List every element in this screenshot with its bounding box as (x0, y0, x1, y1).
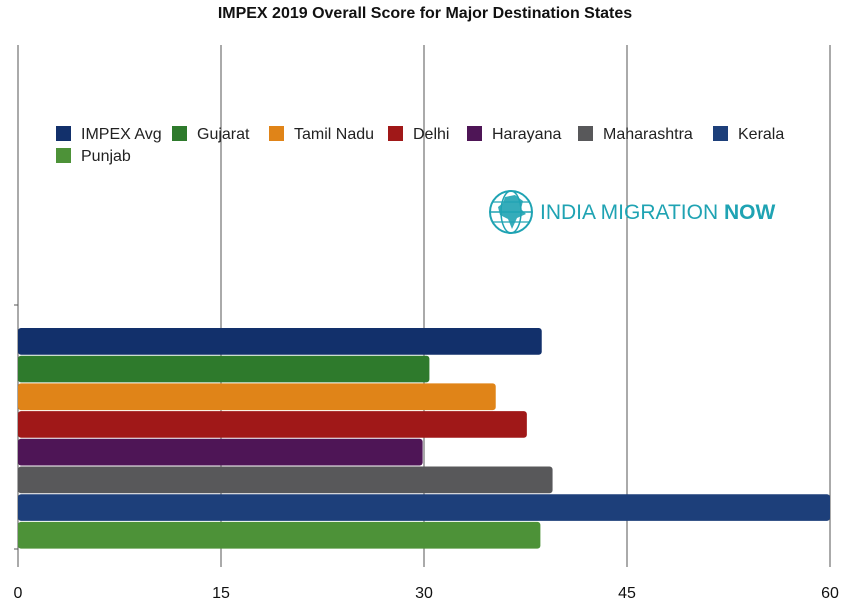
legend-label-tamil-nadu: Tamil Nadu (294, 126, 374, 143)
legend-swatch-tamil-nadu (269, 126, 284, 141)
watermark: INDIA MIGRATION NOW (489, 190, 775, 234)
bar-tamil-nadu (18, 383, 496, 411)
bar-punjab (18, 521, 541, 549)
legend-swatch-maharashtra (578, 126, 593, 141)
india-globe-icon (489, 190, 533, 234)
x-axis: 0 15 30 45 60 (14, 585, 839, 602)
bar-maharashtra (18, 466, 553, 494)
legend-swatch-gujarat (172, 126, 187, 141)
svg-text:INDIA MIGRATION NOW: INDIA MIGRATION NOW (540, 201, 775, 224)
legend-swatch-kerala (713, 126, 728, 141)
legend-label-harayana: Harayana (492, 126, 561, 143)
bar-kerala (18, 494, 830, 521)
legend: IMPEX Avg Gujarat Tamil Nadu Delhi Harayana M… (56, 126, 784, 165)
watermark-text: INDIA MIGRATION (540, 201, 724, 224)
x-tick-label: 45 (618, 585, 636, 602)
legend-swatch-delhi (388, 126, 403, 141)
x-tick-label: 0 (14, 585, 23, 602)
x-tick-label: 15 (212, 585, 230, 602)
bar-delhi (18, 411, 527, 438)
legend-label-delhi: Delhi (413, 126, 449, 143)
legend-swatch-harayana (467, 126, 482, 141)
x-tick-label: 30 (415, 585, 433, 602)
legend-label-gujarat: Gujarat (197, 126, 250, 143)
legend-swatch-impex-avg (56, 126, 71, 141)
watermark-accent: NOW (724, 201, 776, 224)
chart-title: IMPEX 2019 Overall Score for Major Desti… (218, 5, 632, 22)
legend-label-maharashtra: Maharashtra (603, 126, 693, 143)
legend-label-kerala: Kerala (738, 126, 784, 143)
legend-label-punjab: Punjab (81, 148, 131, 165)
bar-impex-avg (18, 328, 542, 355)
bar-harayana (18, 438, 423, 466)
bars (18, 328, 830, 549)
bar-gujarat (18, 355, 430, 383)
legend-swatch-punjab (56, 148, 71, 163)
legend-label-impex-avg: IMPEX Avg (81, 126, 162, 143)
x-tick-label: 60 (821, 585, 839, 602)
